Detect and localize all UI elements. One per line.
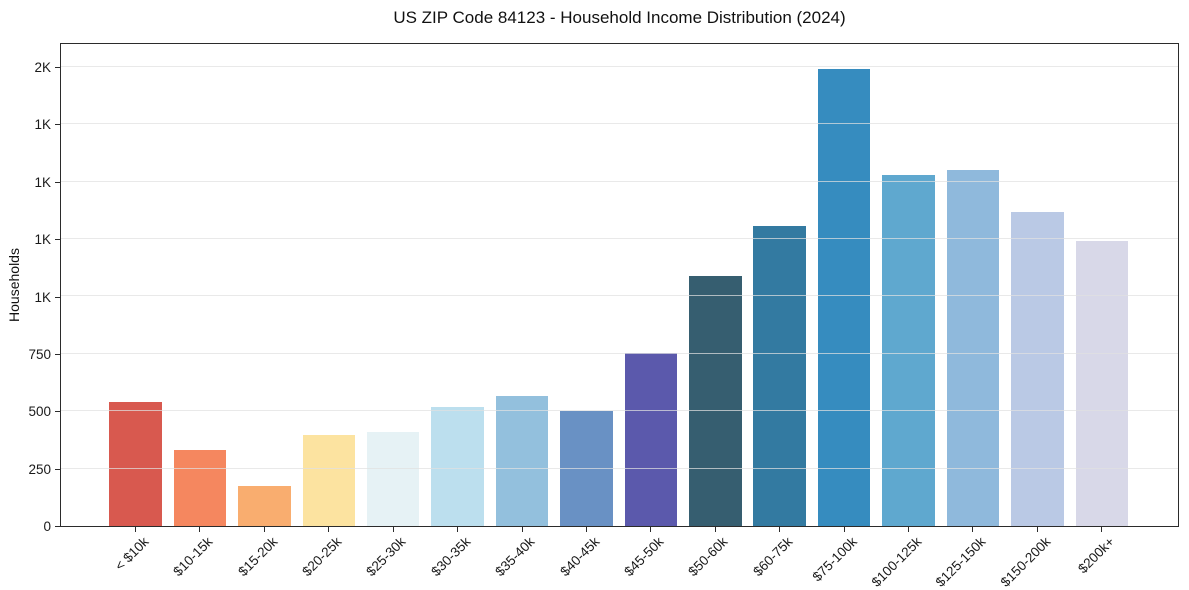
x-tick-mark — [843, 527, 845, 532]
x-tick-mark — [779, 527, 781, 532]
bar-$45-50k — [624, 353, 678, 526]
y-tick-mark — [55, 468, 60, 470]
y-tick-mark — [55, 411, 60, 413]
x-tick-mark — [972, 527, 974, 532]
bar-$100-125k — [882, 175, 935, 526]
bar-$35-40k — [495, 396, 549, 526]
bar-$75-100k — [817, 69, 871, 526]
x-tick-label: $150-200k — [997, 534, 1053, 590]
x-tick-label: $25-30k — [363, 534, 409, 580]
x-tick-mark — [521, 527, 523, 532]
bar-$40-45k — [560, 411, 613, 526]
x-tick-label: $35-40k — [492, 534, 538, 580]
x-tick-label: $100-125k — [868, 534, 925, 590]
x-tick-label: $60-75k — [750, 534, 796, 580]
x-tick-mark — [585, 527, 587, 532]
y-tick-mark — [55, 181, 60, 183]
y-tick-label: 2K — [34, 60, 51, 75]
y-tick-mark — [55, 296, 60, 298]
x-tick-mark — [328, 527, 330, 532]
bar-$30-35k — [431, 407, 484, 526]
x-tick-mark — [714, 527, 716, 532]
gridline-y-1750 — [61, 123, 1178, 124]
y-tick-mark — [55, 526, 60, 527]
bar-$15-20k — [238, 486, 291, 526]
y-tick-mark — [55, 239, 60, 241]
y-tick-label: 1K — [34, 232, 51, 248]
bar-$150-200k — [1011, 212, 1064, 526]
bar-$60-75k — [753, 226, 806, 526]
x-tick-label: $45-50k — [621, 534, 667, 580]
y-tick-label: 750 — [28, 346, 51, 362]
bar-< $10k — [109, 402, 162, 526]
x-tick-label: $50-60k — [685, 534, 731, 580]
y-tick-label: 500 — [28, 404, 51, 420]
y-tick-mark — [55, 124, 60, 126]
y-tick-label: 0 — [43, 519, 51, 534]
bar-$25-30k — [366, 432, 420, 526]
y-tick-mark — [55, 67, 60, 68]
bar-$50-60k — [689, 276, 742, 526]
bar-$200k+ — [1075, 241, 1129, 526]
bar-$20-25k — [302, 435, 355, 526]
x-tick-label: $30-35k — [428, 534, 474, 580]
x-tick-mark — [650, 527, 652, 532]
gridline-y-2000 — [61, 66, 1178, 67]
chart-title: US ZIP Code 84123 - Household Income Dis… — [393, 8, 846, 27]
y-tick-label: 250 — [28, 461, 51, 477]
x-tick-label: $20-25k — [299, 534, 345, 580]
y-tick-mark — [55, 353, 60, 355]
x-tick-mark — [1036, 527, 1038, 532]
y-tick-label: 1K — [34, 289, 51, 305]
y-axis-label: Households — [6, 248, 22, 322]
x-tick-label: < $10k — [111, 534, 152, 574]
x-tick-mark — [457, 527, 459, 532]
x-tick-label: $15-20k — [234, 534, 280, 580]
x-tick-mark — [392, 527, 394, 532]
x-tick-mark — [135, 527, 136, 532]
x-tick-label: $125-150k — [932, 534, 989, 590]
bar-$125-150k — [946, 170, 1000, 526]
bar-$10-15k — [173, 450, 227, 526]
x-tick-mark — [199, 527, 201, 532]
x-tick-label: $75-100k — [809, 534, 860, 585]
plot-area — [60, 43, 1179, 527]
x-tick-label: $200k+ — [1075, 534, 1118, 577]
y-tick-label: 1K — [34, 117, 51, 133]
x-tick-mark — [263, 527, 265, 532]
x-tick-label: $10-15k — [170, 534, 216, 580]
x-tick-mark — [1101, 527, 1103, 532]
x-tick-label: $40-45k — [556, 534, 603, 580]
gridline-y-1500 — [61, 181, 1178, 182]
x-tick-mark — [908, 527, 910, 532]
y-tick-label: 1K — [34, 174, 51, 190]
